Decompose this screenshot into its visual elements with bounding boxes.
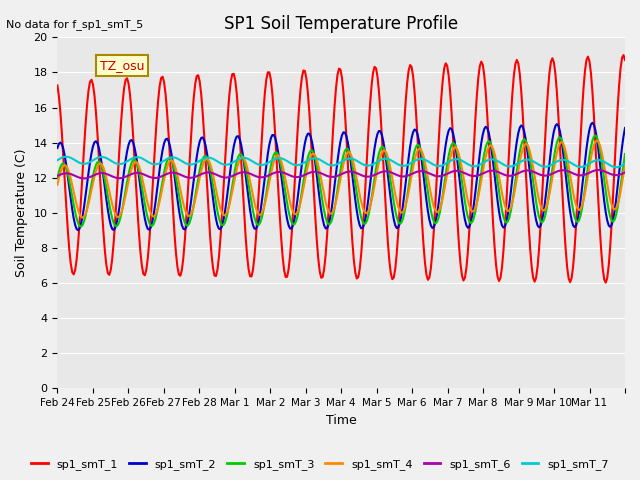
sp1_smT_4 [347, 152, 355, 157]
sp1_smT_3 [347, 155, 355, 160]
sp1_smT_7 [621, 161, 629, 167]
sp1_smT_2 [621, 125, 629, 131]
sp1_smT_7 [92, 156, 100, 161]
Line: sp1_smT_7: sp1_smT_7 [58, 157, 625, 167]
sp1_smT_6 [460, 170, 467, 176]
sp1_smT_1 [458, 273, 466, 278]
sp1_smT_6 [595, 167, 602, 173]
sp1_smT_2 [589, 120, 596, 126]
sp1_smT_6 [544, 172, 552, 178]
sp1_smT_4 [54, 182, 61, 188]
sp1_smT_6 [620, 170, 627, 176]
sp1_smT_2 [544, 174, 552, 180]
sp1_smT_1 [620, 52, 627, 58]
sp1_smT_7 [347, 156, 355, 161]
sp1_smT_6 [80, 176, 88, 181]
sp1_smT_6 [347, 168, 355, 174]
sp1_smT_7 [63, 154, 70, 160]
Line: sp1_smT_4: sp1_smT_4 [58, 141, 625, 218]
Line: sp1_smT_2: sp1_smT_2 [58, 123, 625, 230]
sp1_smT_7 [620, 162, 627, 168]
sp1_smT_1 [621, 57, 629, 63]
sp1_smT_2 [620, 133, 627, 139]
sp1_smT_6 [54, 173, 61, 179]
sp1_smT_4 [621, 162, 629, 168]
Text: TZ_osu: TZ_osu [100, 59, 145, 72]
sp1_smT_3 [620, 162, 627, 168]
X-axis label: Time: Time [326, 414, 356, 427]
sp1_smT_1 [73, 256, 81, 262]
sp1_smT_4 [544, 198, 552, 204]
sp1_smT_1 [54, 83, 61, 88]
sp1_smT_4 [460, 174, 467, 180]
sp1_smT_2 [74, 228, 82, 233]
sp1_smT_1 [602, 280, 609, 286]
sp1_smT_2 [73, 226, 81, 232]
sp1_smT_4 [593, 138, 601, 144]
sp1_smT_6 [621, 169, 629, 175]
sp1_smT_2 [92, 138, 100, 144]
sp1_smT_7 [612, 164, 620, 170]
Y-axis label: Soil Temperature (C): Soil Temperature (C) [15, 149, 28, 277]
sp1_smT_4 [620, 171, 627, 177]
sp1_smT_1 [543, 111, 550, 117]
sp1_smT_3 [54, 175, 61, 181]
sp1_smT_7 [544, 163, 552, 169]
sp1_smT_7 [460, 159, 467, 165]
sp1_smT_1 [346, 189, 353, 194]
sp1_smT_2 [54, 145, 61, 151]
sp1_smT_3 [92, 162, 100, 168]
sp1_smT_4 [79, 215, 86, 221]
sp1_smT_1 [618, 55, 626, 61]
sp1_smT_2 [347, 160, 355, 166]
sp1_smT_7 [74, 159, 82, 165]
sp1_smT_3 [460, 189, 467, 195]
sp1_smT_1 [91, 93, 99, 98]
Legend: sp1_smT_1, sp1_smT_2, sp1_smT_3, sp1_smT_4, sp1_smT_6, sp1_smT_7: sp1_smT_1, sp1_smT_2, sp1_smT_3, sp1_smT… [27, 455, 613, 474]
sp1_smT_3 [591, 132, 599, 138]
Line: sp1_smT_1: sp1_smT_1 [58, 55, 625, 283]
Text: No data for f_sp1_smT_5: No data for f_sp1_smT_5 [6, 19, 143, 30]
Line: sp1_smT_3: sp1_smT_3 [58, 135, 625, 227]
sp1_smT_6 [92, 171, 100, 177]
sp1_smT_3 [73, 216, 81, 221]
sp1_smT_4 [92, 168, 100, 174]
Title: SP1 Soil Temperature Profile: SP1 Soil Temperature Profile [224, 15, 458, 33]
sp1_smT_3 [544, 198, 552, 204]
sp1_smT_7 [54, 157, 61, 163]
sp1_smT_4 [73, 202, 81, 208]
sp1_smT_2 [460, 208, 467, 214]
sp1_smT_3 [77, 224, 85, 229]
Line: sp1_smT_6: sp1_smT_6 [58, 170, 625, 179]
sp1_smT_3 [621, 151, 629, 157]
sp1_smT_6 [73, 174, 81, 180]
